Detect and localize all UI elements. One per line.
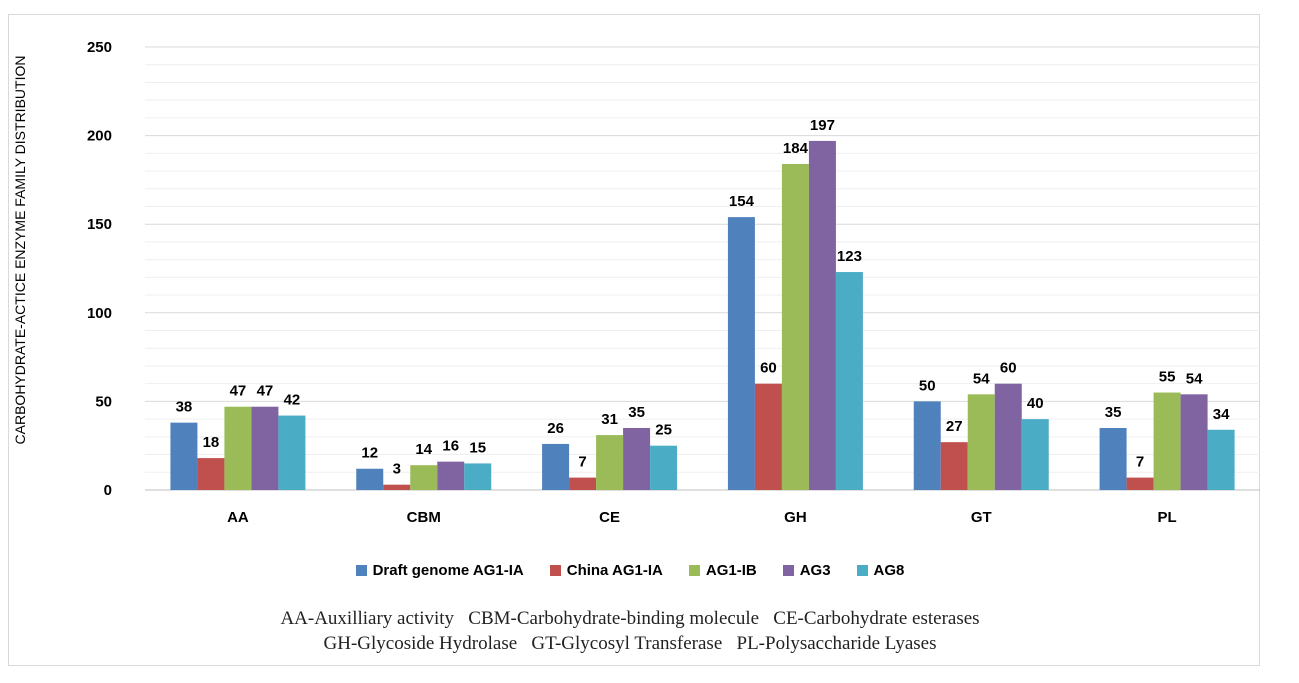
data-label: 7 bbox=[578, 454, 586, 471]
bar-gh-2[interactable] bbox=[781, 163, 809, 490]
legend-swatch bbox=[782, 565, 794, 576]
y-tick-label: 200 bbox=[87, 128, 112, 145]
y-tick-label: 250 bbox=[87, 39, 112, 56]
legend-swatch bbox=[355, 565, 367, 576]
data-label: 54 bbox=[1186, 370, 1203, 387]
data-label: 154 bbox=[729, 193, 755, 210]
legend-swatch bbox=[856, 565, 868, 576]
bar-gt-4[interactable] bbox=[1021, 419, 1049, 490]
bar-gt-1[interactable] bbox=[940, 442, 968, 490]
legend-label: AG3 bbox=[799, 562, 831, 579]
bar-ce-0[interactable] bbox=[542, 443, 570, 490]
data-label: 18 bbox=[203, 434, 220, 451]
bar-pl-1[interactable] bbox=[1126, 477, 1154, 490]
legend-label: Draft genome AG1-IA bbox=[372, 562, 524, 579]
x-tick-label: AA bbox=[227, 509, 249, 526]
data-label: 31 bbox=[601, 411, 618, 428]
bar-cbm-0[interactable] bbox=[356, 468, 384, 490]
legend-item-china-ag1-ia[interactable]: China AG1-IA bbox=[549, 562, 663, 579]
data-label: 42 bbox=[284, 392, 301, 409]
legend-item-ag8[interactable]: AG8 bbox=[856, 562, 905, 579]
bar-ce-3[interactable] bbox=[623, 427, 651, 490]
legend-item-draft-genome-ag1-ia[interactable]: Draft genome AG1-IA bbox=[355, 562, 524, 579]
data-label: 15 bbox=[469, 439, 486, 456]
x-tick-label: GH bbox=[784, 509, 807, 526]
bar-pl-2[interactable] bbox=[1153, 392, 1181, 490]
bar-cbm-1[interactable] bbox=[383, 484, 411, 490]
data-label: 47 bbox=[257, 383, 274, 400]
data-label: 60 bbox=[760, 360, 777, 377]
bar-ce-2[interactable] bbox=[596, 435, 624, 490]
x-tick-label: PL bbox=[1157, 509, 1176, 526]
data-label: 14 bbox=[415, 441, 432, 458]
legend-label: AG8 bbox=[873, 562, 905, 579]
bar-aa-3[interactable] bbox=[251, 406, 279, 490]
legend-swatch bbox=[549, 565, 561, 576]
bar-gt-0[interactable] bbox=[913, 401, 941, 490]
bar-gt-3[interactable] bbox=[994, 383, 1022, 490]
bar-gh-0[interactable] bbox=[727, 217, 755, 490]
data-label: 54 bbox=[973, 370, 990, 387]
bar-cbm-2[interactable] bbox=[410, 465, 438, 490]
legend-item-ag3[interactable]: AG3 bbox=[782, 562, 831, 579]
y-tick-label: 50 bbox=[95, 393, 112, 410]
bar-aa-1[interactable] bbox=[197, 458, 225, 490]
x-tick-label: CE bbox=[599, 509, 620, 526]
data-label: 50 bbox=[919, 377, 936, 394]
data-label: 34 bbox=[1213, 406, 1230, 423]
data-label: 35 bbox=[1105, 404, 1122, 421]
legend: Draft genome AG1-IA China AG1-IA AG1-IB … bbox=[0, 562, 1260, 579]
y-axis-label-text: CARBOHYDRATE-ACTICE ENZYME FAMILY DISTRI… bbox=[12, 55, 28, 445]
bar-gt-2[interactable] bbox=[967, 394, 995, 490]
data-label: 60 bbox=[1000, 360, 1017, 377]
x-tick-label: CBM bbox=[407, 509, 441, 526]
legend-swatch bbox=[688, 565, 700, 576]
data-label: 25 bbox=[655, 422, 672, 439]
bar-ce-1[interactable] bbox=[569, 477, 597, 490]
y-tick-label: 100 bbox=[87, 305, 112, 322]
data-label: 197 bbox=[810, 117, 835, 134]
legend-label: AG1-IB bbox=[705, 562, 757, 579]
bar-ce-4[interactable] bbox=[650, 445, 678, 490]
data-label: 184 bbox=[783, 140, 809, 157]
chart-frame bbox=[8, 14, 1260, 666]
data-label: 26 bbox=[547, 420, 564, 437]
bar-aa-2[interactable] bbox=[224, 406, 252, 490]
data-label: 27 bbox=[946, 418, 963, 435]
y-tick-label: 150 bbox=[87, 216, 112, 233]
bar-aa-4[interactable] bbox=[278, 415, 306, 490]
abbreviation-notes: AA-Auxilliary activity CBM-Carbohydrate-… bbox=[0, 606, 1260, 656]
data-label: 7 bbox=[1136, 454, 1144, 471]
data-label: 12 bbox=[361, 445, 378, 462]
abbreviation-line-2: GH-Glycoside Hydrolase GT-Glycosyl Trans… bbox=[323, 633, 937, 654]
abbreviation-line-1: AA-Auxilliary activity CBM-Carbohydrate-… bbox=[280, 608, 980, 629]
legend-item-ag1-ib[interactable]: AG1-IB bbox=[688, 562, 757, 579]
legend-label: China AG1-IA bbox=[566, 562, 663, 579]
data-label: 47 bbox=[230, 383, 247, 400]
bar-cbm-4[interactable] bbox=[464, 463, 492, 490]
bar-aa-0[interactable] bbox=[170, 422, 198, 490]
bar-cbm-3[interactable] bbox=[437, 461, 465, 490]
data-label: 3 bbox=[393, 461, 401, 478]
data-label: 40 bbox=[1027, 395, 1044, 412]
data-label: 123 bbox=[837, 248, 862, 265]
bar-pl-0[interactable] bbox=[1099, 427, 1127, 490]
data-label: 16 bbox=[442, 438, 459, 455]
y-tick-label: 0 bbox=[104, 482, 112, 499]
data-label: 38 bbox=[176, 399, 193, 416]
x-tick-label: GT bbox=[971, 509, 992, 526]
data-label: 55 bbox=[1159, 369, 1176, 386]
bar-gh-4[interactable] bbox=[835, 272, 863, 490]
bar-gh-3[interactable] bbox=[808, 140, 836, 490]
bar-pl-3[interactable] bbox=[1180, 394, 1208, 490]
data-label: 35 bbox=[628, 404, 645, 421]
bar-gh-1[interactable] bbox=[754, 383, 782, 490]
bar-pl-4[interactable] bbox=[1207, 429, 1235, 490]
